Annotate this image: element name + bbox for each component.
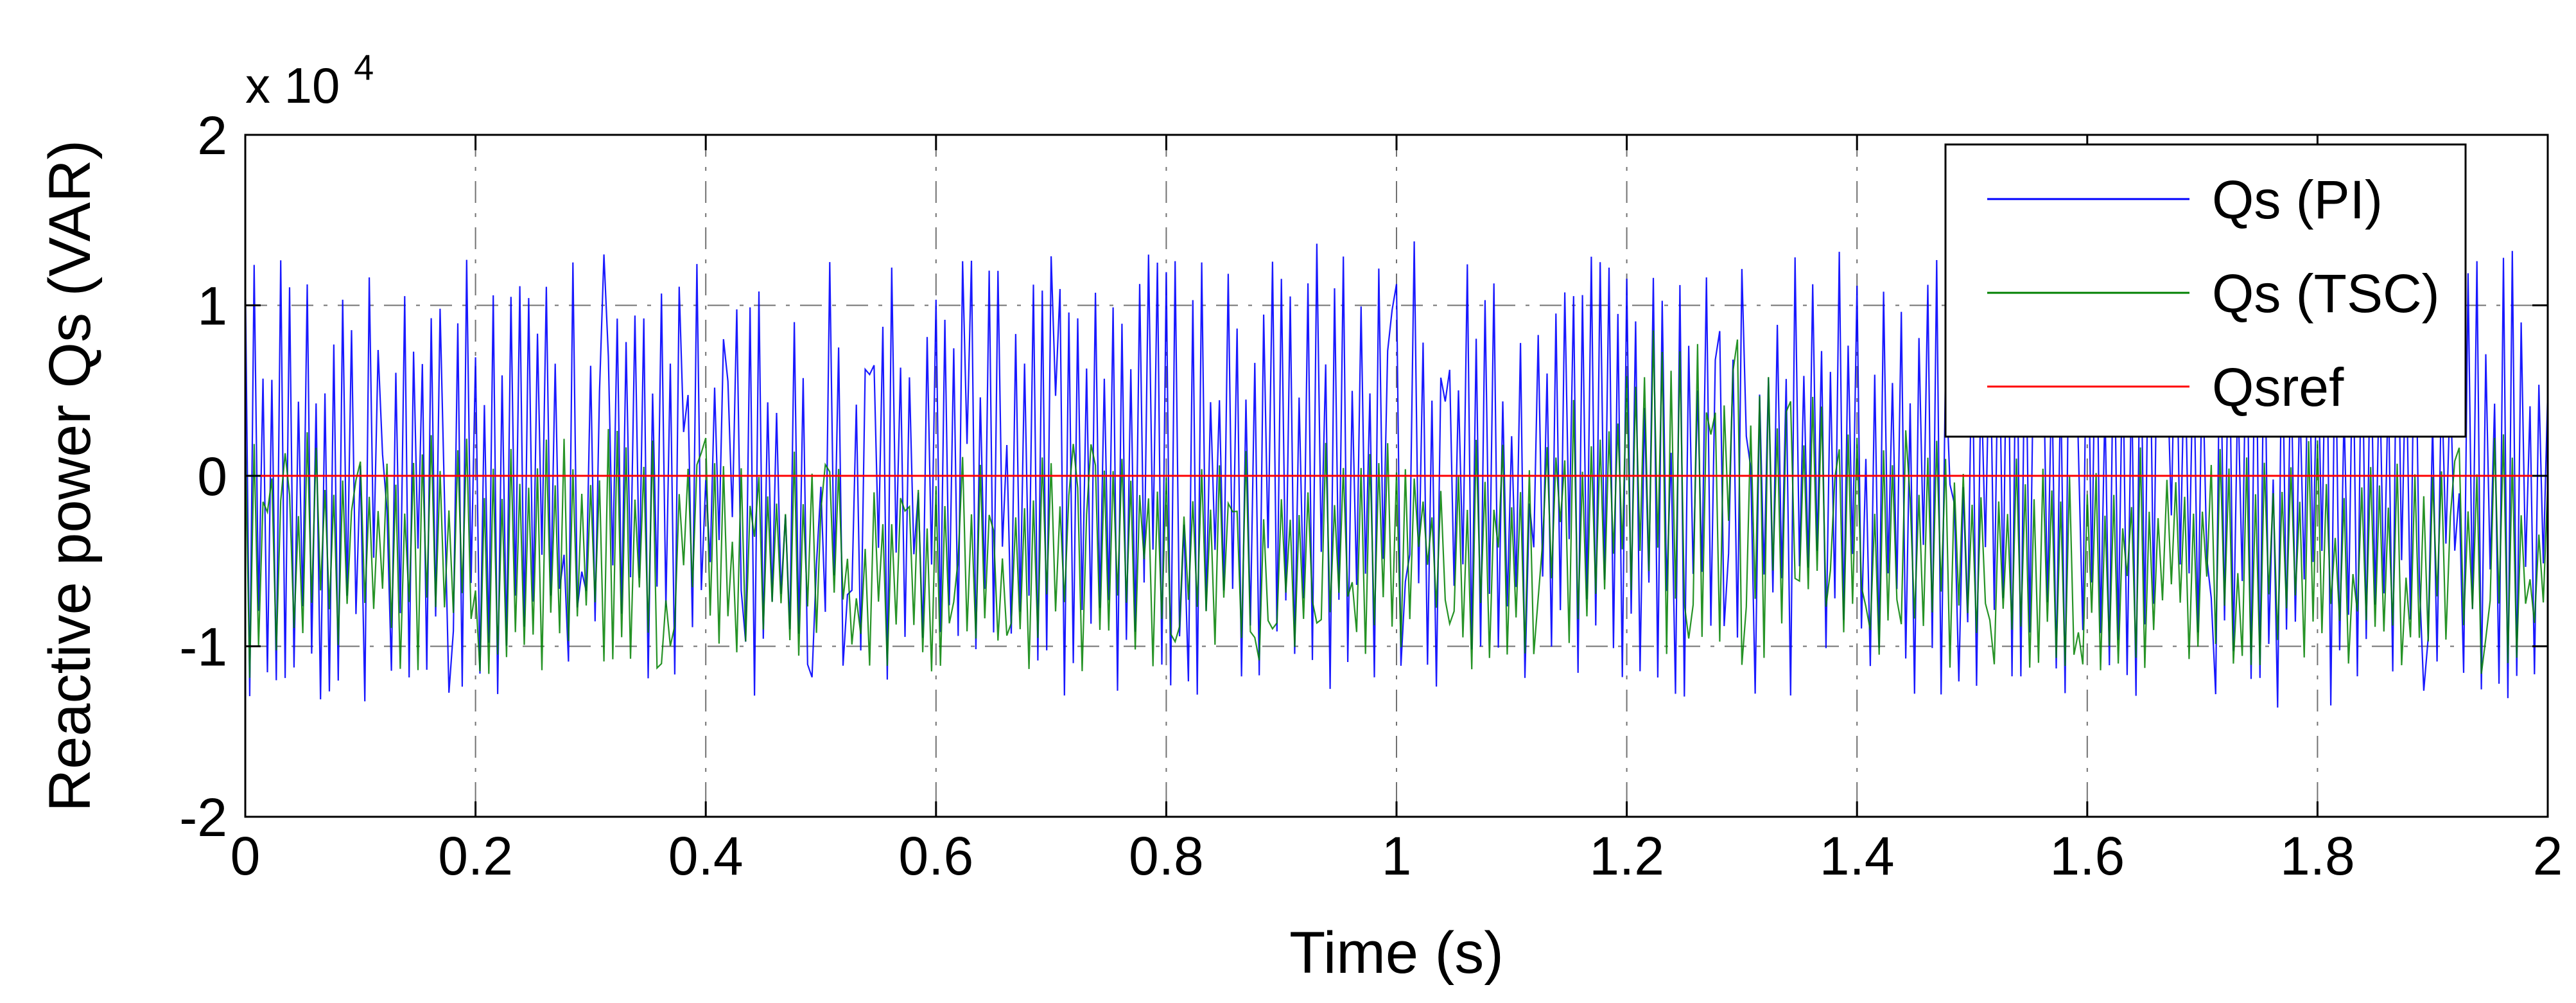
y-tick-label: 0 — [197, 446, 227, 507]
x-tick-label: 2 — [2533, 826, 2563, 886]
y-tick-label: -2 — [179, 787, 227, 848]
x-axis-label: Time (s) — [1289, 920, 1504, 986]
legend-entry: Qs (TSC) — [1987, 263, 2440, 324]
y-axis-label: Reactive power Qs (VAR) — [37, 140, 103, 812]
x-tick-label: 0.8 — [1129, 826, 1204, 886]
y-exponent-power: 4 — [354, 47, 374, 87]
legend-box — [1944, 143, 2467, 438]
y-exponent-prefix: x 10 — [245, 57, 340, 114]
x-tick-label: 0.4 — [668, 826, 744, 886]
y-tick-label: -1 — [179, 617, 227, 677]
legend-entry: Qsref — [1987, 357, 2344, 417]
series-qs-tsc — [244, 330, 2549, 678]
legend-label: Qsref — [2212, 357, 2344, 417]
x-tick-label: 1.4 — [1820, 826, 1895, 886]
x-tick-label: 1.2 — [1589, 826, 1664, 886]
axes: 0 0.2 0.4 0.6 0.8 1 1.2 1.4 1.6 1.8 2 -2 -1 0 1 2 — [179, 105, 2563, 886]
legend-entry: Qs (PI) — [1987, 170, 2383, 230]
legend-label: Qs (TSC) — [2212, 263, 2440, 324]
x-tick-label: 0.6 — [898, 826, 973, 886]
series-line — [244, 330, 2549, 678]
x-tick-label: 1.6 — [2049, 826, 2125, 886]
y-axis-exponent-label: x 10 4 — [245, 47, 374, 114]
x-tick-label: 1.8 — [2280, 826, 2355, 886]
x-tick-label: 0.2 — [438, 826, 513, 886]
y-tick-label: 2 — [197, 105, 227, 166]
x-tick-label: 1 — [1382, 826, 1412, 886]
legend-label: Qs (PI) — [2212, 170, 2383, 230]
y-tick-label: 1 — [197, 276, 227, 336]
x-tick-label: 0 — [231, 826, 261, 886]
legend: Qs (PI) Qs (TSC) Qsref — [1944, 143, 2467, 438]
